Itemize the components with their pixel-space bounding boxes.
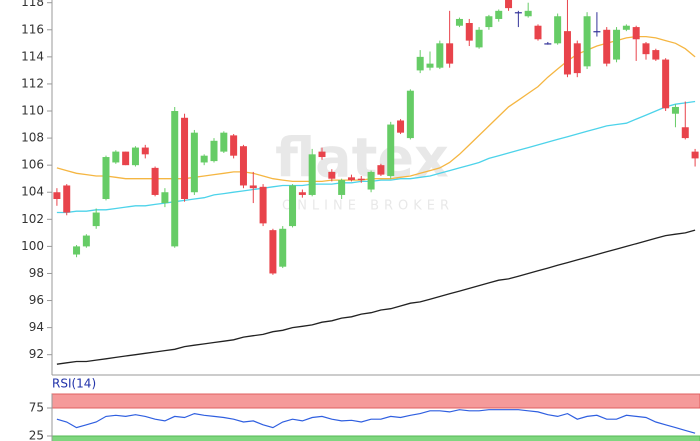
candle-body [485, 16, 493, 28]
candle-body [131, 147, 139, 166]
candle-body [122, 151, 130, 166]
candle-body [524, 10, 532, 17]
moving-average-line [56, 100, 696, 214]
y-tick-label: 25 [29, 429, 44, 441]
candle-body [436, 43, 444, 68]
candle-body [289, 185, 297, 227]
y-tick-label: 112 [21, 76, 44, 90]
y-tick-label: 104 [21, 185, 44, 199]
candle-body [613, 29, 621, 60]
candle-body [593, 31, 601, 33]
candle-body [583, 16, 591, 67]
candle-body [662, 59, 670, 109]
candle-body [681, 127, 689, 139]
y-tick-label: 94 [29, 320, 44, 334]
candle-body [563, 31, 571, 75]
candle-body [554, 16, 562, 44]
candle-body [357, 178, 365, 181]
candle-body [102, 157, 110, 200]
candle-body [141, 147, 149, 155]
candle-body [112, 151, 120, 163]
candle-body [514, 12, 522, 14]
candle-body [573, 43, 581, 74]
candle-body [308, 154, 316, 195]
watermark-tagline: ONLINE BROKER [282, 199, 454, 214]
candle-body [220, 132, 228, 152]
candle-body [161, 192, 169, 204]
candle-body [151, 167, 159, 195]
candle-body [397, 120, 405, 133]
candle-body [632, 27, 640, 40]
candle-body [347, 177, 355, 181]
candle-body [446, 43, 454, 64]
y-tick-label: 118 [21, 0, 44, 9]
y-tick-label: 110 [21, 104, 44, 118]
y-tick-label: 106 [21, 158, 44, 172]
candle-body [622, 25, 630, 30]
candle-body [63, 185, 71, 213]
candle-body [53, 192, 61, 200]
candle-body [367, 171, 375, 190]
candle-body [377, 165, 385, 175]
candle-body [259, 186, 267, 224]
candle-body [455, 18, 463, 26]
candle-body [416, 56, 424, 71]
candle-body [82, 235, 90, 247]
candle-body [495, 10, 503, 19]
candle-body [73, 246, 81, 255]
candle-body [200, 155, 208, 163]
candle-body [465, 23, 473, 41]
candle-body [652, 50, 660, 60]
candle-body [544, 43, 552, 45]
y-tick-label: 102 [21, 212, 44, 226]
candle-body [230, 135, 238, 156]
candle-body [671, 106, 679, 114]
rsi-line [56, 409, 696, 434]
candle-body [328, 171, 336, 179]
y-tick-label: 116 [21, 22, 44, 36]
candle-body [505, 0, 513, 9]
candle-body [181, 117, 189, 200]
y-tick-label: 100 [21, 239, 44, 253]
y-tick-label: 92 [29, 347, 44, 361]
candle-body [190, 132, 198, 193]
candle-body [249, 185, 257, 189]
y-tick-label: 96 [29, 293, 44, 307]
candle-body [269, 230, 277, 274]
candle-body [642, 43, 650, 55]
candle-body [171, 111, 179, 247]
candle-body [92, 212, 100, 227]
moving-average-line [56, 229, 696, 365]
oversold-band [51, 435, 700, 441]
candle-body [338, 180, 346, 195]
overbought-band [51, 393, 700, 409]
y-tick-label: 108 [21, 131, 44, 145]
y-tick-label: 98 [29, 266, 44, 280]
candle-body [406, 90, 414, 139]
y-tick-label: 114 [21, 49, 44, 63]
candle-body [318, 151, 326, 158]
candle-body [239, 146, 247, 186]
candle-body [279, 228, 287, 267]
candle-body [387, 124, 395, 176]
candle-body [691, 151, 699, 159]
candle-body [603, 29, 611, 64]
y-tick-label: 75 [29, 401, 44, 415]
candle-body [426, 63, 434, 68]
candle-body [298, 192, 306, 195]
candle-body [475, 29, 483, 48]
watermark: flatex ONLINE BROKER [275, 127, 454, 214]
candle-body [210, 140, 218, 162]
rsi-title: RSI(14) [52, 377, 96, 391]
candle-body [534, 25, 542, 40]
